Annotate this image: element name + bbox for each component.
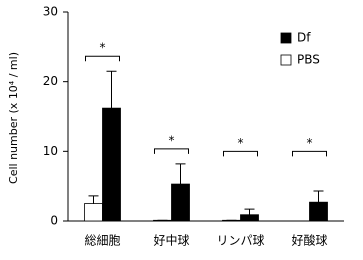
legend-label: Df: [297, 31, 311, 45]
significance-bracket: [292, 150, 327, 157]
error-bar: [244, 208, 255, 215]
x-tick-label: 好中球: [153, 233, 189, 248]
error-bar: [106, 70, 117, 109]
significance-star: *: [307, 136, 313, 150]
significance-bracket: [223, 150, 258, 157]
legend-swatch: [280, 32, 292, 44]
error-bar: [175, 163, 186, 185]
bar: [171, 183, 190, 222]
y-axis-label: Cell number (x 10⁴ / ml): [7, 52, 20, 184]
error-bar: [313, 190, 324, 203]
y-tick-label: 20: [43, 74, 58, 88]
legend-label: PBS: [297, 53, 320, 67]
x-tick-label: 好酸球: [291, 233, 327, 248]
x-tick-label: 総細胞: [84, 234, 120, 248]
significance-star: *: [169, 133, 175, 147]
significance-bracket: [85, 55, 120, 62]
bar: [240, 214, 259, 222]
legend-swatch: [280, 54, 292, 66]
x-tick-label: リンパ球: [216, 234, 264, 248]
bar: [102, 107, 121, 222]
y-tick-label: 0: [50, 214, 58, 228]
error-bar: [88, 195, 99, 204]
significance-star: *: [238, 136, 244, 150]
bar: [84, 203, 103, 222]
significance-star: *: [100, 41, 106, 55]
bar: [309, 201, 328, 222]
y-tick-label: 30: [43, 5, 58, 19]
significance-bracket: [154, 148, 189, 154]
y-tick-label: 10: [43, 144, 58, 158]
